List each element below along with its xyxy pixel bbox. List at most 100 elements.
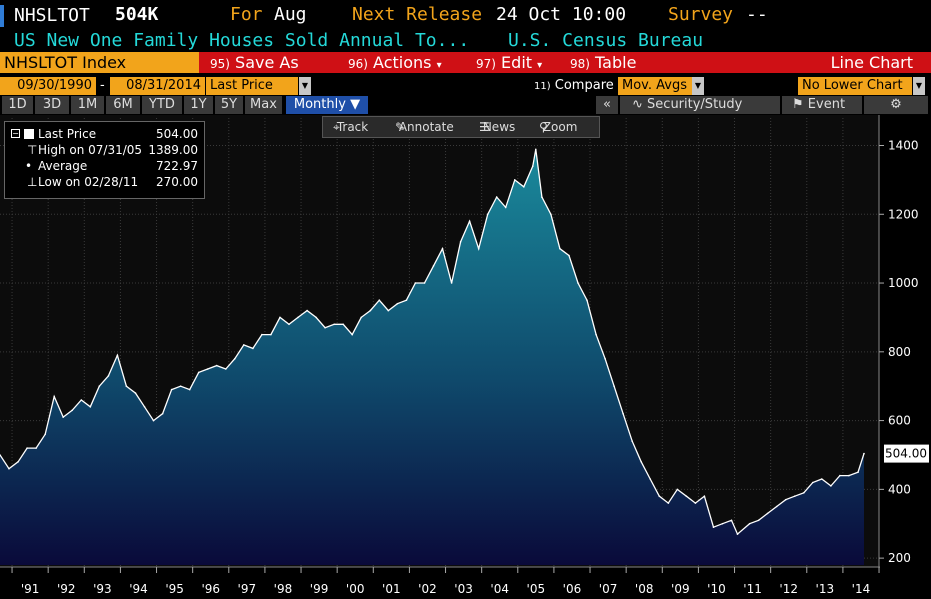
crosshair-icon: ⌖	[333, 120, 340, 134]
ticker-symbol[interactable]: NHSLTOT	[0, 5, 90, 27]
index-name-field[interactable]: NHSLTOT Index	[0, 52, 199, 73]
y-tick-label: 400	[888, 482, 911, 496]
data-point	[234, 357, 236, 360]
data-point	[658, 495, 661, 498]
date-separator: -	[100, 78, 105, 93]
news-icon: ☰	[479, 120, 490, 134]
chart-type-button[interactable]: Line Chart	[830, 53, 913, 72]
data-point	[252, 347, 254, 350]
security-study-button[interactable]: ∿ Security/Study	[620, 96, 780, 114]
period-tab-ytd[interactable]: YTD	[142, 96, 182, 114]
data-point	[369, 309, 372, 312]
period-bar: 1D 3D 1M 6M YTD 1Y 5Y Max Monthly ▼ « ∿ Securit…	[0, 96, 931, 114]
data-point	[215, 364, 218, 367]
data-point	[857, 471, 859, 474]
x-tick-label: '09	[671, 582, 690, 596]
parameters-row: 09/30/1990 - 08/31/2014 Last Price ▼ 11)…	[0, 77, 931, 95]
end-date-field[interactable]: 08/31/2014	[110, 77, 205, 95]
chart-legend[interactable]: − Last Price 504.00 ⊤ High on 07/31/05 1…	[4, 121, 205, 199]
data-point	[261, 333, 263, 336]
period-tab-max[interactable]: Max	[245, 96, 282, 114]
period-tab-1y[interactable]: 1Y	[184, 96, 213, 114]
data-point	[8, 467, 10, 470]
legend-row-average: • Average 722.97	[5, 158, 204, 174]
data-point	[270, 333, 272, 336]
actions-button[interactable]: 96) Actions ▾	[348, 52, 442, 73]
data-point	[559, 247, 561, 250]
legend-label: Low on 02/28/11	[38, 175, 139, 189]
x-tick-label: '97	[238, 582, 257, 596]
period-tab-6m[interactable]: 6M	[106, 96, 140, 114]
legend-row-last-price: − Last Price 504.00	[5, 126, 204, 142]
x-tick-label: '95	[165, 582, 184, 596]
frequency-dropdown-icon: ▼	[350, 97, 361, 112]
frequency-select[interactable]: Monthly ▼	[286, 96, 368, 114]
x-tick-label: '93	[93, 582, 112, 596]
period-tab-1m[interactable]: 1M	[71, 96, 104, 114]
source-name: U.S. Census Bureau	[508, 30, 704, 51]
data-point	[784, 498, 787, 501]
event-button[interactable]: ⚑ Event	[782, 96, 862, 114]
data-point	[766, 512, 769, 515]
save-as-number: 95)	[210, 57, 230, 71]
legend-swatch	[24, 129, 34, 139]
data-point	[170, 388, 173, 391]
x-tick-label: '05	[527, 582, 546, 596]
x-tick-label: '91	[21, 582, 40, 596]
data-point	[414, 282, 417, 284]
actions-label: Actions	[373, 53, 432, 72]
table-button[interactable]: 98) Table	[570, 52, 636, 73]
legend-value: 722.97	[156, 159, 198, 173]
security-study-chart-icon: ∿	[632, 97, 643, 112]
start-date-field[interactable]: 09/30/1990	[0, 77, 96, 95]
price-field-select[interactable]: Last Price	[206, 77, 298, 95]
lower-chart-dropdown-icon[interactable]: ▼	[913, 77, 925, 95]
data-point	[631, 440, 633, 443]
track-button[interactable]: ⌖ Track	[333, 117, 368, 137]
x-tick-label: '07	[599, 582, 618, 596]
data-point	[62, 416, 64, 418]
annotate-button[interactable]: ✎ Annotate	[395, 117, 454, 137]
actions-dropdown-icon: ▾	[436, 60, 442, 71]
table-number: 98)	[570, 57, 590, 71]
legend-collapse-icon[interactable]: −	[11, 129, 20, 138]
edit-button[interactable]: 97) Edit ▾	[476, 52, 542, 73]
compare-button[interactable]: 11) Compare	[534, 77, 614, 96]
price-field-dropdown-icon[interactable]: ▼	[299, 77, 311, 95]
save-as-button[interactable]: 95) Save As	[210, 52, 299, 73]
data-point	[504, 206, 507, 209]
period-tab-5y[interactable]: 5Y	[215, 96, 243, 114]
collapse-icon[interactable]: «	[596, 96, 618, 114]
data-point	[98, 385, 101, 388]
data-point	[541, 196, 543, 198]
edit-number: 97)	[476, 57, 496, 71]
magnifier-icon: ⚲	[539, 120, 548, 134]
data-point	[812, 481, 814, 484]
data-point	[640, 461, 642, 463]
data-point	[423, 282, 426, 284]
data-point	[730, 519, 733, 522]
data-point	[622, 412, 624, 415]
data-point	[703, 495, 706, 498]
event-label: Event	[807, 97, 846, 112]
price-line	[0, 149, 865, 536]
news-button[interactable]: ☰ News	[479, 117, 515, 137]
y-axis-ticks: 200 400 600 800 1000 1200 1400	[879, 139, 919, 565]
edit-label: Edit	[501, 53, 533, 72]
data-point	[206, 368, 209, 370]
data-point	[80, 399, 83, 401]
data-point	[495, 196, 498, 198]
moving-averages-select[interactable]: Mov. Avgs	[618, 77, 692, 95]
compare-dropdown-icon[interactable]: ▼	[692, 77, 704, 95]
security-study-label: Security/Study	[647, 97, 743, 112]
zoom-button[interactable]: ⚲ Zoom	[539, 117, 577, 137]
data-point	[107, 375, 110, 377]
data-point	[26, 447, 28, 449]
period-tab-1d[interactable]: 1D	[2, 96, 33, 114]
data-point	[17, 461, 19, 463]
period-tab-3d[interactable]: 3D	[35, 96, 69, 114]
settings-gear-icon[interactable]: ⚙	[864, 96, 928, 114]
lower-chart-select[interactable]: No Lower Chart	[798, 77, 912, 95]
data-point	[378, 299, 381, 302]
table-label: Table	[595, 53, 637, 72]
